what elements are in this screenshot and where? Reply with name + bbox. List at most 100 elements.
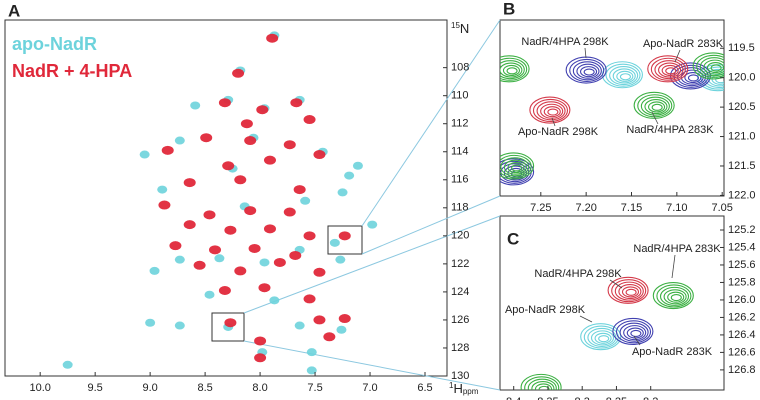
y-tick-label: 122 [451,258,469,270]
panel-label: C [507,229,519,248]
peak [258,283,271,293]
contour-ring [710,64,722,72]
peak [234,266,247,276]
y-tick-label: 122.0 [728,189,756,201]
peak [313,150,326,160]
peak [263,224,276,234]
contour-ring [619,73,631,81]
contour-peak [633,91,675,119]
contour-ring [699,57,724,77]
annotation: Apo-NadR 298K [518,126,599,138]
panel-label: A [8,1,20,20]
peak [183,178,196,188]
peak [352,161,363,170]
peak [283,140,296,150]
peak [161,145,174,155]
x-tick-label: 7.10 [666,202,687,214]
contour-ring [684,71,702,84]
y-tick-label: 126.4 [728,329,756,341]
x-axis-title-sup: 1 [449,381,454,390]
y-tick-label: 126 [451,314,469,326]
contour-ring [663,289,687,305]
peak [367,220,378,229]
peak [263,155,276,165]
contour-ring [665,67,677,75]
contour-ring [500,154,532,178]
annotation: NadR/4HPA 298K [534,268,622,280]
peak [306,348,317,357]
peak [183,220,196,230]
y-tick-label: 112 [451,118,469,130]
contour-ring [609,65,639,86]
peak [294,321,305,330]
y-tick-label: 125.8 [728,276,756,288]
peak [240,119,253,129]
zoom-link [243,340,501,391]
zoom-link [361,19,501,227]
annotation: NadR/4HPA 283K [626,124,714,136]
legend-entry: NadR + 4-HPA [12,61,132,81]
contour-ring [500,152,535,180]
x-tick-label: 7.0 [362,382,377,394]
peak [266,33,279,43]
contour-ring [576,63,600,79]
contour-ring [507,162,525,174]
contour-ring [500,60,525,80]
y-axis-title-main: N [460,21,469,36]
peak [244,206,257,216]
pointer [651,111,659,125]
panel-c-frame [499,215,725,391]
annotation: Apo-NadR 283K [632,346,713,358]
peak [62,360,73,369]
y-axis-title-sup: 15 [451,21,460,30]
contour-ring [506,67,518,75]
contour-ring [547,108,559,116]
pointer [584,47,587,59]
peak [174,136,185,145]
contour-ring [536,101,566,121]
y-tick-label: 119.5 [728,42,755,54]
peak [149,266,160,275]
x-tick-label: 9.5 [88,382,103,394]
y-tick-label: 126.8 [728,364,756,376]
x-tick-label: 8.0 [252,382,267,394]
contour-ring [569,58,605,82]
peak [313,267,326,277]
contour-ring [500,62,523,78]
peak [204,290,215,299]
contour-ring [667,291,685,303]
peak [256,105,269,115]
peak [273,257,286,267]
contour-ring [706,61,724,74]
contour-ring [500,57,528,81]
contour-peak [500,152,535,180]
peak [193,260,206,270]
peak [289,250,302,260]
annotation: Apo-NadR 298K [505,304,586,316]
annotation: NadR/4HPA 298K [521,36,609,48]
annotation: NadR/4HPA 283K [633,243,721,255]
peak [344,171,355,180]
x-axis-title: 1Hppm [449,381,479,396]
peak [190,101,201,110]
contour-ring [621,286,640,298]
contour-ring [656,284,692,308]
x-axis-title-unit: ppm [463,387,479,396]
peak [145,318,156,327]
contour-ring [612,68,636,84]
y-tick-label: 126.0 [728,294,756,306]
contour-ring [612,317,654,345]
peak [338,231,351,241]
peak [259,258,270,267]
marks [62,31,724,390]
panel-a-frame [4,19,448,377]
peak [218,286,231,296]
contour-ring [687,74,699,82]
peak [303,294,316,304]
contour-ring [619,322,649,342]
contour-ring [650,57,686,81]
contour-ring [651,103,663,111]
y-tick-label: 118 [451,202,469,214]
contour-ring [534,383,553,390]
zoom-link [243,215,501,314]
